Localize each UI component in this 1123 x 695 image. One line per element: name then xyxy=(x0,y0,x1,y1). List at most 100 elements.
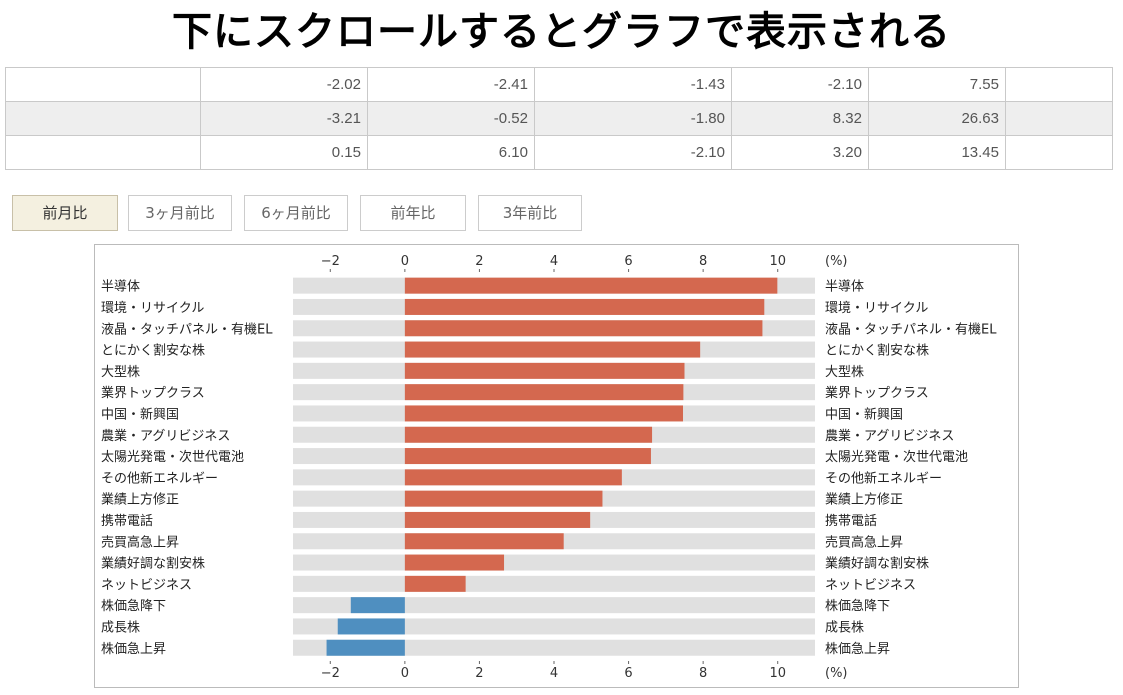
category-label-right: 株価急降下 xyxy=(825,599,890,614)
x-tick-label-bottom: 2 xyxy=(475,666,483,681)
bar-6 xyxy=(404,405,684,422)
x-tick-label-bottom: 6 xyxy=(624,666,632,681)
category-label-right: 半導体 xyxy=(825,280,864,295)
category-label-right: 業績上方修正 xyxy=(825,492,903,508)
data-table: -2.02 -2.41 -1.43 -2.10 7.55 -3.21 -0.52 -1.80 8… xyxy=(5,67,1113,170)
category-label-right: 携帯電話 xyxy=(825,513,877,529)
x-tick-label-bottom: 4 xyxy=(550,666,558,681)
category-label-right: 成長株 xyxy=(825,620,864,635)
bar-7 xyxy=(404,426,653,443)
category-label-right: 売買高急上昇 xyxy=(825,534,903,550)
bar-track xyxy=(293,554,815,571)
category-label-left: 株価急降下 xyxy=(101,599,166,614)
category-label-right: その他新エネルギー xyxy=(825,470,942,486)
table-cell xyxy=(5,135,201,170)
category-label-left: 売買高急上昇 xyxy=(101,534,179,550)
bar-11 xyxy=(404,511,591,528)
category-label-right: 株価急上昇 xyxy=(825,642,890,657)
table-cell: -1.43 xyxy=(534,67,732,102)
table-cell xyxy=(1005,135,1113,170)
x-tick-label-bottom: 10 xyxy=(769,666,786,681)
bar-5 xyxy=(404,384,684,401)
bar-15 xyxy=(350,597,405,614)
table-cell: 7.55 xyxy=(868,67,1006,102)
unit-label-bottom: (%) xyxy=(825,666,848,681)
x-tick-label-top: 10 xyxy=(769,254,786,269)
table-cell: 13.45 xyxy=(868,135,1006,170)
category-label-right: 環境・リサイクル xyxy=(825,301,928,316)
bar-track xyxy=(293,639,815,656)
category-label-right: 液晶・タッチパネル・有機EL xyxy=(825,322,997,337)
table-cell xyxy=(5,101,201,136)
table-cell xyxy=(5,67,201,102)
tab-period-2[interactable]: 6ヶ月前比 xyxy=(244,195,348,231)
bar-track xyxy=(293,618,815,635)
bar-14 xyxy=(404,575,466,592)
x-tick-label-top: 4 xyxy=(550,254,558,269)
x-tick-label-bottom: 8 xyxy=(699,666,707,681)
x-tick-label-top: −2 xyxy=(321,254,340,269)
x-tick-label-top: 8 xyxy=(699,254,707,269)
category-label-right: 大型株 xyxy=(825,365,864,380)
table-cell xyxy=(1005,101,1113,136)
category-label-right: 太陽光発電・次世代電池 xyxy=(825,449,968,465)
category-label-left: 業績上方修正 xyxy=(101,492,179,508)
tab-period-0[interactable]: 前月比 xyxy=(12,195,118,231)
bar-17 xyxy=(326,639,405,656)
table-row: -3.21 -0.52 -1.80 8.32 26.63 xyxy=(5,101,1113,136)
category-label-right: ネットビジネス xyxy=(825,578,916,593)
bar-4 xyxy=(404,362,685,379)
table-cell: -2.10 xyxy=(731,67,869,102)
table-cell: 6.10 xyxy=(367,135,535,170)
bar-12 xyxy=(404,533,564,550)
category-label-left: 半導体 xyxy=(101,280,140,295)
bar-3 xyxy=(404,341,701,358)
tab-period-1[interactable]: 3ヶ月前比 xyxy=(128,195,232,231)
category-label-left: 中国・新興国 xyxy=(101,406,179,422)
tab-period-4[interactable]: 3年前比 xyxy=(478,195,582,231)
table-cell: 3.20 xyxy=(731,135,869,170)
category-label-left: 株価急上昇 xyxy=(101,642,166,657)
table-cell: -1.80 xyxy=(534,101,732,136)
bar-0 xyxy=(404,277,778,294)
table-cell: 8.32 xyxy=(731,101,869,136)
bar-16 xyxy=(337,618,405,635)
category-label-left: 業績好調な割安株 xyxy=(101,556,205,572)
scroll-hint-banner: 下にスクロールするとグラフで表示される xyxy=(172,9,951,55)
x-tick-label-bottom: 0 xyxy=(401,666,409,681)
bar-8 xyxy=(404,448,651,465)
sector-change-chart: −2 −2 0 0 2 2 4 4 6 6 8 8 10 10 (%) (%) 半導体 半導体 環境・リサイクル 環境… xyxy=(94,244,1019,688)
table-cell: -2.02 xyxy=(200,67,368,102)
table-cell: -2.41 xyxy=(367,67,535,102)
category-label-left: 携帯電話 xyxy=(101,513,153,529)
x-tick-label-top: 6 xyxy=(624,254,632,269)
x-tick-label-bottom: −2 xyxy=(321,666,340,681)
bar-track xyxy=(293,575,815,592)
category-label-left: 成長株 xyxy=(101,620,140,635)
category-label-left: ネットビジネス xyxy=(101,578,192,593)
category-label-left: 大型株 xyxy=(101,365,140,380)
category-label-right: 業界トップクラス xyxy=(825,385,929,401)
category-label-left: 農業・アグリビジネス xyxy=(101,428,230,444)
table-row: -2.02 -2.41 -1.43 -2.10 7.55 xyxy=(5,67,1113,102)
table-cell xyxy=(1005,67,1113,102)
table-cell: -0.52 xyxy=(367,101,535,136)
category-label-right: とにかく割安な株 xyxy=(825,343,929,359)
tab-period-3[interactable]: 前年比 xyxy=(360,195,466,231)
table-cell: 0.15 xyxy=(200,135,368,170)
table-cell: 26.63 xyxy=(868,101,1006,136)
table-cell: -2.10 xyxy=(534,135,732,170)
category-label-left: その他新エネルギー xyxy=(101,470,218,486)
bar-1 xyxy=(404,298,765,315)
category-label-left: 太陽光発電・次世代電池 xyxy=(101,449,244,465)
bar-13 xyxy=(404,554,505,571)
x-tick-label-top: 0 xyxy=(401,254,409,269)
bar-9 xyxy=(404,469,622,486)
bar-2 xyxy=(404,320,763,337)
category-label-left: とにかく割安な株 xyxy=(101,343,205,359)
category-label-left: 環境・リサイクル xyxy=(101,301,204,316)
category-label-right: 業績好調な割安株 xyxy=(825,556,929,572)
category-label-right: 中国・新興国 xyxy=(825,406,903,422)
bar-track xyxy=(293,597,815,614)
